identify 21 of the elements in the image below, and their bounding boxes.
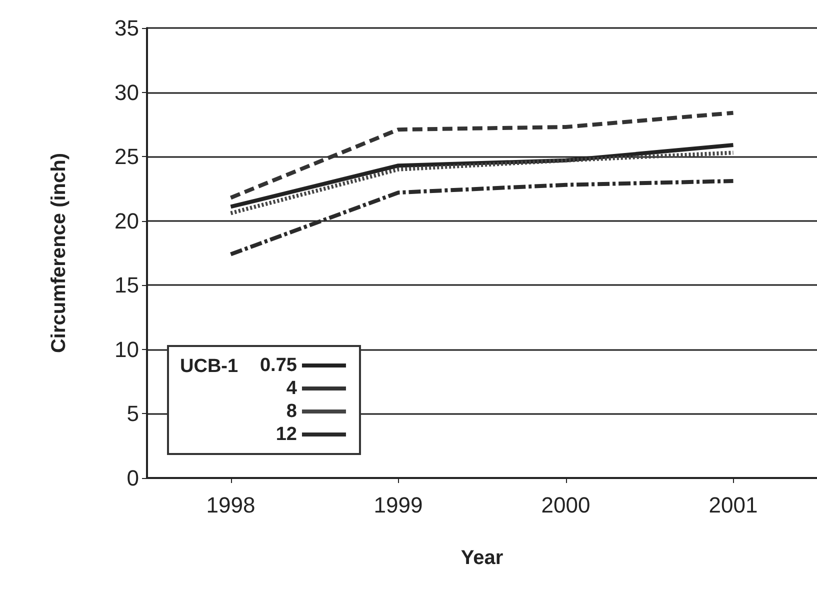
line-series bbox=[228, 150, 736, 216]
legend-label: 4 bbox=[286, 378, 298, 399]
y-tick-label: 25 bbox=[114, 144, 139, 170]
legend-label: 8 bbox=[286, 401, 297, 422]
x-tick-label: 1999 bbox=[374, 492, 423, 518]
y-tick-label: 10 bbox=[114, 336, 139, 362]
y-tick-label: 20 bbox=[114, 208, 139, 234]
y-tick-label: 15 bbox=[114, 272, 139, 298]
y-tick-label: 5 bbox=[126, 401, 139, 426]
y-tick-label: 0 bbox=[126, 466, 139, 490]
y-tick-label: 35 bbox=[114, 16, 139, 40]
legend-title: UCB-1 bbox=[180, 356, 238, 377]
line-series bbox=[228, 110, 736, 200]
legend-label: 12 bbox=[276, 424, 297, 445]
x-tick-label: 2001 bbox=[708, 492, 758, 518]
x-axis-title: Year bbox=[460, 547, 504, 569]
y-axis-title: Circumference (inch) bbox=[48, 152, 70, 354]
legend-label: 0.75 bbox=[260, 355, 298, 376]
y-tick-label: 30 bbox=[114, 80, 139, 105]
x-tick-label: 2000 bbox=[541, 492, 590, 518]
x-tick-label: 1998 bbox=[206, 492, 256, 518]
